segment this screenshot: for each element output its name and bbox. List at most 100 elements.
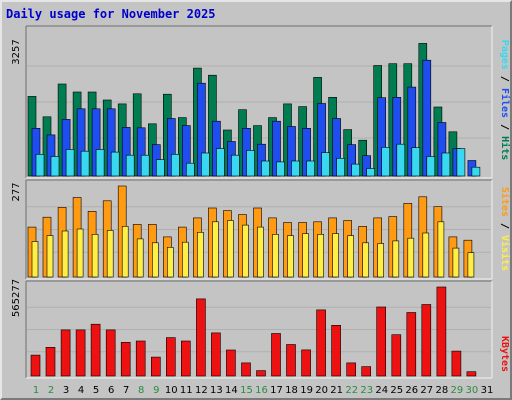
bar-pages-day-13 (216, 148, 225, 177)
legend-visits: Visits (499, 235, 511, 271)
bar-pages-day-28 (441, 152, 451, 177)
bar-pages-day-8 (140, 154, 150, 177)
legend-sep-2: / (499, 124, 510, 130)
x-tick-day-14: 14 (225, 385, 238, 396)
bar-sites-day-10 (167, 247, 174, 278)
legend-sites: Sites (499, 187, 511, 217)
bar-pages-day-7 (125, 154, 135, 177)
x-tick-day-11: 11 (180, 385, 193, 396)
x-tick-day-6: 6 (108, 385, 114, 396)
bar-kbytes-day-3 (60, 329, 71, 377)
x-tick-day-26: 26 (405, 385, 418, 396)
bar-sites-day-20 (317, 234, 324, 278)
x-tick-day-27: 27 (420, 385, 433, 396)
bar-kbytes-day-13 (211, 332, 221, 377)
bar-kbytes-day-7 (120, 341, 131, 377)
bar-kbytes-day-2 (45, 346, 56, 377)
x-tick-day-30: 30 (466, 385, 479, 396)
x-tick-day-23: 23 (360, 385, 373, 396)
bar-pages-day-27 (426, 156, 436, 177)
bar-sites-day-15 (242, 224, 249, 278)
bar-sites-day-24 (377, 243, 385, 278)
x-tick-day-21: 21 (330, 385, 343, 396)
legend-kbytes: KBytes (499, 336, 510, 372)
bar-pages-day-24 (381, 147, 391, 177)
x-tick-day-10: 10 (165, 385, 178, 396)
bar-pages-day-4 (80, 150, 90, 177)
bar-sites-day-29 (452, 247, 460, 278)
bar-kbytes-day-17 (271, 333, 281, 377)
bar-kbytes-day-25 (391, 334, 402, 377)
bar-sites-day-30 (467, 252, 475, 278)
x-tick-day-20: 20 (315, 385, 328, 396)
bar-pages-day-9 (156, 159, 165, 177)
bar-sites-day-5 (91, 234, 99, 278)
bar-kbytes-day-4 (75, 329, 86, 377)
x-tick-day-13: 13 (210, 385, 223, 396)
bar-pages-day-3 (65, 149, 75, 177)
bar-pages-day-5 (95, 149, 105, 177)
x-tick-day-28: 28 (436, 385, 449, 396)
bar-pages-day-1 (35, 154, 45, 177)
bar-kbytes-day-9 (151, 356, 161, 377)
x-axis-day-labels: 1 2 3 4 5 6 7 8 9 10 11 12 13 14 15 16 17 18 19 20 21 22 23 24 2… (33, 385, 494, 396)
bar-kbytes-day-29 (451, 350, 462, 377)
x-tick-day-5: 5 (93, 385, 99, 396)
bar-kbytes-day-5 (90, 323, 101, 377)
bar-sites-day-22 (347, 235, 355, 278)
x-tick-day-9: 9 (153, 385, 159, 396)
x-tick-day-29: 29 (451, 385, 464, 396)
legend-hits-files-pages: Pages / Files / Hits (499, 40, 511, 161)
bar-pages-day-15 (246, 150, 255, 177)
bar-pages-day-14 (231, 154, 240, 177)
bar-pages-day-30 (471, 166, 481, 177)
x-tick-day-24: 24 (375, 385, 388, 396)
y-max-label-kbytes: 565277 (11, 279, 22, 317)
bar-sites-day-13 (212, 221, 219, 278)
bar-pages-day-21 (336, 158, 345, 177)
bar-pages-day-25 (396, 143, 406, 177)
panel-kbytes (25, 280, 493, 379)
bar-sites-day-11 (182, 241, 189, 278)
bar-pages-day-20 (321, 152, 330, 177)
x-tick-day-18: 18 (285, 385, 298, 396)
bar-kbytes-day-26 (406, 312, 417, 377)
x-tick-day-2: 2 (48, 385, 54, 396)
bar-pages-day-26 (411, 147, 421, 177)
bar-kbytes-day-28 (436, 286, 447, 377)
bar-kbytes-day-23 (361, 366, 372, 377)
bar-sites-day-19 (302, 233, 309, 278)
x-tick-day-1: 1 (33, 385, 39, 396)
chart-panels (25, 25, 493, 379)
bar-sites-day-23 (362, 242, 370, 278)
x-tick-day-25: 25 (390, 385, 403, 396)
legend-sep-1: / (499, 76, 510, 82)
bar-sites-day-27 (422, 232, 430, 278)
bar-sites-day-3 (61, 230, 69, 278)
x-tick-day-19: 19 (300, 385, 313, 396)
bar-kbytes-day-1 (30, 354, 41, 377)
x-tick-day-17: 17 (270, 385, 283, 396)
bar-sites-day-26 (407, 237, 415, 278)
bar-kbytes-day-18 (286, 344, 296, 377)
bar-kbytes-day-22 (346, 362, 357, 377)
x-tick-day-15: 15 (240, 385, 253, 396)
bar-pages-day-17 (276, 161, 285, 177)
bar-sites-day-8 (136, 238, 144, 278)
bar-kbytes-day-10 (166, 337, 176, 377)
x-tick-day-22: 22 (345, 385, 358, 396)
x-tick-day-7: 7 (123, 385, 129, 396)
x-tick-day-3: 3 (63, 385, 69, 396)
bar-kbytes-day-8 (135, 340, 146, 377)
bar-sites-day-21 (332, 233, 339, 278)
y-max-label-visits: 277 (11, 182, 22, 201)
panel-visits-sites (25, 179, 493, 280)
bar-sites-day-16 (257, 226, 264, 278)
bar-pages-day-11 (186, 162, 195, 177)
bar-pages-day-16 (261, 160, 270, 177)
bar-kbytes-day-20 (316, 309, 326, 377)
bar-sites-day-14 (227, 220, 234, 278)
bar-sites-day-25 (392, 240, 400, 278)
bar-kbytes-day-21 (331, 324, 341, 377)
